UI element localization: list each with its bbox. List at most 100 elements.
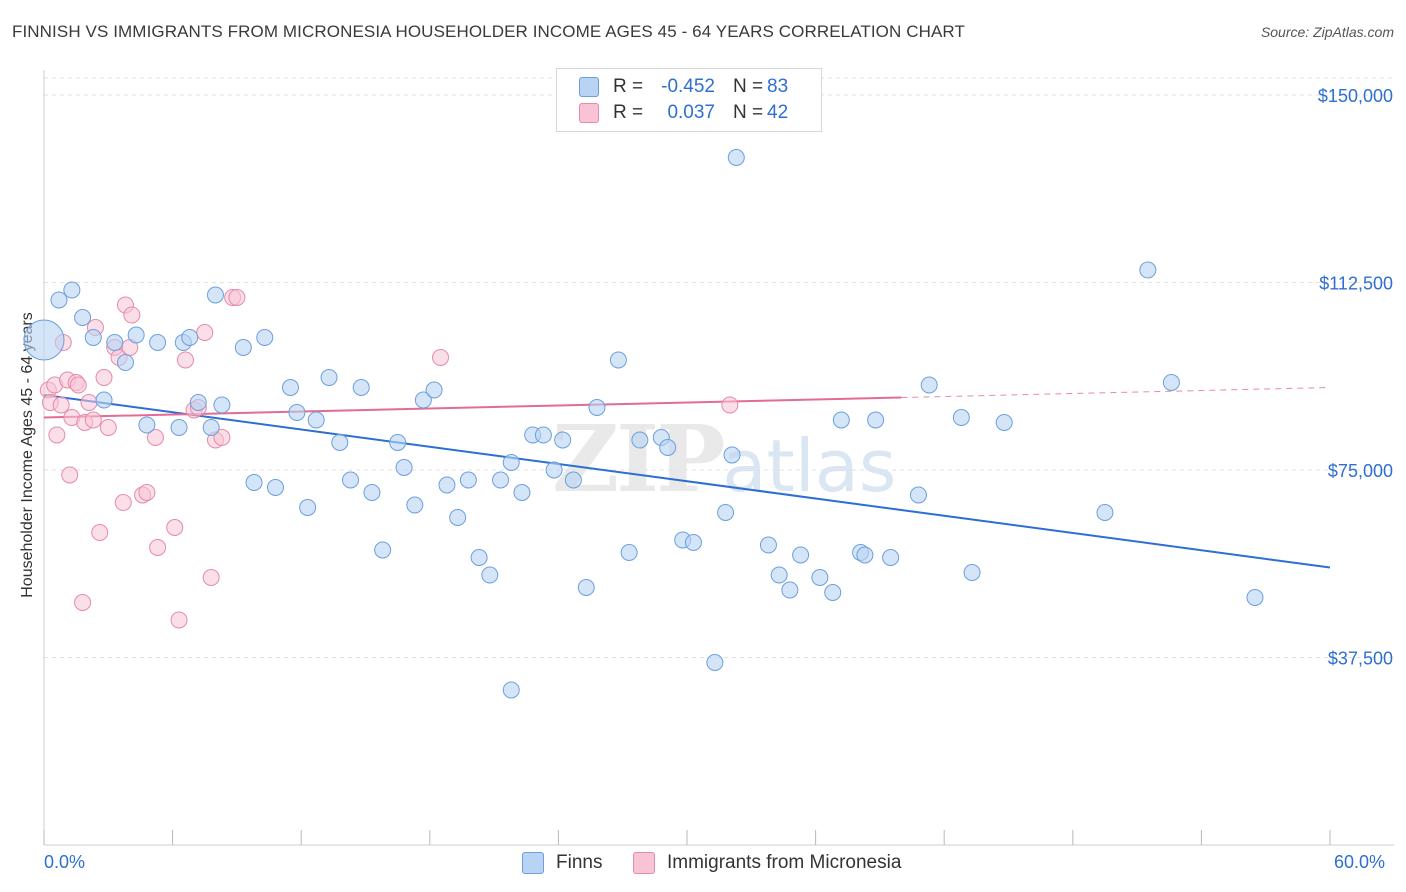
finns-point [181, 329, 199, 346]
micronesia-legend-label: Immigrants from Micronesia [667, 852, 902, 873]
legend-item-finns[interactable]: Finns [522, 852, 602, 874]
legend-item-micronesia[interactable]: Immigrants from Micronesia [633, 852, 901, 874]
finns-point [95, 391, 113, 409]
finns-n-value: 83 [767, 76, 789, 97]
watermark-zip: ZIP [552, 405, 725, 513]
finns-point [609, 351, 627, 369]
y-tick-labels: $37,500 $75,000 $112,500 $150,000 [1318, 86, 1393, 669]
micronesia-point [721, 396, 739, 414]
finns-point [564, 471, 582, 489]
series-legend: Finns Immigrants from Micronesia [0, 852, 1406, 878]
finns-n-label: N = [733, 76, 764, 97]
finns-point [84, 329, 102, 346]
finns-point [459, 471, 477, 489]
correlation-legend: R = -0.452 N = 83 R = 0.037 N = 42 [556, 68, 822, 132]
finns-point [170, 419, 188, 436]
micronesia-point [202, 569, 220, 586]
x-tick-label-max: 60.0% [1334, 852, 1386, 872]
finns-point [502, 681, 520, 699]
finns-point [995, 414, 1013, 431]
micronesia-r-value: 0.037 [667, 102, 715, 123]
y-tick-label: $112,500 [1319, 274, 1393, 294]
finns-trend-line [43, 394, 1331, 569]
micronesia-r-label: R = [613, 102, 644, 123]
y-tick-label: $150,000 [1318, 86, 1393, 106]
finns-swatch [579, 77, 599, 97]
finns-point [213, 396, 231, 414]
finns-point [620, 544, 638, 561]
finns-r-label: R = [613, 76, 644, 97]
micronesia-point [61, 466, 79, 484]
finns-point [299, 499, 317, 516]
axes [43, 70, 1394, 846]
finns-point [352, 379, 370, 396]
finns-point [449, 509, 467, 526]
x-tick-label-min: 0.0% [44, 852, 86, 872]
micronesia-point [69, 376, 87, 394]
finns-point [781, 581, 799, 599]
finns-point [545, 461, 563, 479]
finns-point [1096, 504, 1114, 521]
finns-point [116, 354, 134, 371]
finns-point [759, 536, 777, 554]
finns-point [256, 329, 274, 346]
finns-point [909, 486, 927, 504]
finns-point [588, 399, 606, 416]
finns-point [811, 569, 829, 586]
micronesia-point [84, 411, 102, 429]
watermark-atlas: atlas [722, 424, 897, 508]
finns-point [723, 446, 741, 464]
finns-point [149, 334, 167, 351]
finns-point [717, 504, 735, 521]
finns-point [50, 291, 68, 309]
finns-point [470, 549, 488, 566]
legend-row-finns: R = -0.452 N = 83 [579, 74, 788, 100]
finns-legend-label: Finns [556, 852, 603, 873]
finns-point [952, 409, 970, 426]
finns-point [577, 579, 595, 596]
micronesia-n-label: N = [733, 102, 764, 123]
micronesia-point [228, 289, 246, 306]
micronesia-point [138, 484, 156, 501]
finns-point [438, 476, 456, 494]
finns-point [706, 654, 724, 671]
finns-point [406, 496, 424, 514]
micronesia-point [95, 369, 113, 386]
finns-point [727, 149, 745, 166]
finns-point [266, 479, 284, 496]
finns-point [492, 471, 510, 489]
finns-point [631, 431, 649, 449]
micronesia-point [114, 494, 132, 511]
finns-point [234, 339, 252, 356]
finns-r-value: -0.452 [661, 76, 715, 97]
micronesia-point [432, 349, 450, 366]
finns-point [374, 541, 392, 559]
finns-point [867, 411, 885, 429]
finns-point [513, 484, 531, 501]
micronesia-point [52, 396, 70, 414]
finns-point [206, 286, 224, 304]
micronesia-point [80, 394, 98, 411]
finns-point [414, 391, 432, 409]
finns-point [963, 564, 981, 581]
micronesia-point [91, 524, 109, 541]
micronesia-point [166, 519, 184, 536]
finns-point [106, 334, 124, 351]
y-tick-label: $75,000 [1328, 461, 1393, 481]
finns-point [74, 309, 92, 326]
finns-point [189, 394, 207, 411]
micronesia-points [39, 289, 739, 629]
finns-point [363, 484, 381, 501]
finns-point [425, 381, 443, 399]
finns-point [341, 471, 359, 489]
finns-point [202, 419, 220, 436]
finns-point [481, 566, 499, 584]
zipatlas-watermark: ZIPatlas [552, 405, 896, 513]
micronesia-trend-line [43, 396, 902, 419]
finns-point [792, 546, 810, 564]
finns-point [320, 369, 338, 386]
finns-point [281, 379, 299, 396]
micronesia-point [149, 539, 167, 556]
finns-point [1246, 589, 1264, 606]
finns-point [770, 566, 788, 584]
